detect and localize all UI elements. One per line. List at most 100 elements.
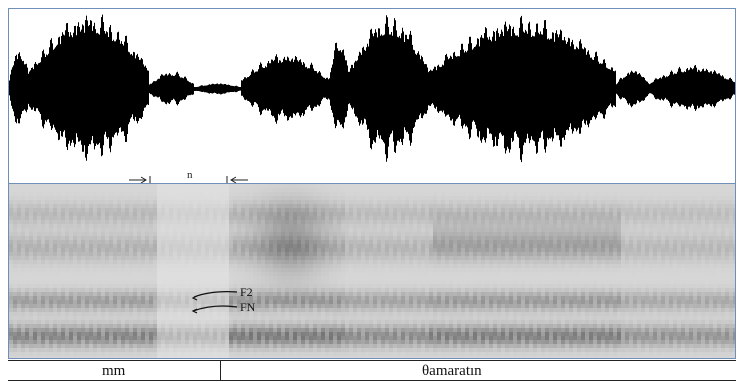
- spectrogram-cell: [341, 204, 346, 209]
- spectrogram-cell: [125, 236, 130, 241]
- spectrogram-cell: [133, 204, 138, 209]
- spectrogram-cell: [337, 292, 342, 297]
- spectrogram-cell: [61, 212, 66, 217]
- spectrogram-cell: [257, 292, 262, 297]
- spectrogram-cell: [293, 216, 298, 221]
- spectrogram-cell: [277, 320, 282, 325]
- spectrogram-cell: [13, 356, 18, 358]
- spectrogram-cell: [109, 200, 114, 205]
- spectrogram-cell: [93, 208, 98, 213]
- spectrogram-cell: [317, 356, 322, 358]
- spectrogram-cell: [137, 328, 142, 333]
- spectrogram-cell: [13, 264, 18, 269]
- spectrogram-cell: [409, 276, 414, 281]
- spectrogram-cell: [329, 272, 334, 277]
- spectrogram-cell: [349, 312, 354, 317]
- spectrogram-cell: [409, 232, 414, 237]
- spectrogram-cell: [325, 256, 330, 261]
- spectrogram-cell: [209, 240, 214, 245]
- spectrogram-cell: [301, 240, 306, 245]
- spectrogram-cell: [37, 336, 42, 341]
- spectrogram-cell: [185, 340, 190, 345]
- spectrogram-cell: [305, 184, 310, 189]
- spectrogram-cell: [265, 220, 270, 225]
- spectrogram-cell: [337, 184, 342, 189]
- spectrogram-cell: [429, 328, 434, 333]
- spectrogram-cell: [321, 272, 326, 277]
- spectrogram-cell: [93, 296, 98, 301]
- spectrogram-cell: [213, 196, 218, 201]
- spectrogram-cell: [301, 308, 306, 313]
- spectrogram-cell: [329, 340, 334, 345]
- spectrogram-cell: [221, 232, 226, 237]
- spectrogram-cell: [249, 284, 254, 289]
- spectrogram-cell: [209, 276, 214, 281]
- spectrogram-cell: [333, 348, 338, 353]
- spectrogram-cell: [249, 336, 254, 341]
- spectrogram-cell: [285, 288, 290, 293]
- spectrogram-cell: [65, 280, 70, 285]
- spectrogram-cell: [449, 208, 454, 213]
- spectrogram-cell: [241, 236, 246, 241]
- spectrogram-cell: [121, 244, 126, 249]
- spectrogram-cell: [9, 336, 14, 341]
- spectrogram-cell: [449, 212, 454, 217]
- spectrogram-cell: [45, 220, 50, 225]
- spectrogram-cell: [189, 228, 194, 233]
- spectrogram-cell: [181, 248, 186, 253]
- spectrogram-cell: [225, 336, 230, 341]
- spectrogram-cell: [61, 204, 66, 209]
- spectrogram-cell: [29, 352, 34, 357]
- spectrogram-cell: [277, 352, 282, 357]
- spectrogram-cell: [329, 184, 334, 189]
- spectrogram-cell: [449, 196, 454, 201]
- spectrogram-cell: [405, 208, 410, 213]
- spectrogram-cell: [397, 220, 402, 225]
- spectrogram-cell: [425, 236, 430, 241]
- spectrogram-cell: [445, 352, 450, 357]
- spectrogram-cell: [205, 192, 210, 197]
- spectrogram-cell: [457, 196, 462, 201]
- spectrogram-cell: [45, 288, 50, 293]
- spectrogram-cell: [57, 344, 62, 349]
- spectrogram-cell: [353, 332, 358, 337]
- spectrogram-cell: [117, 208, 122, 213]
- spectrogram-cell: [281, 276, 286, 281]
- spectrogram-cell: [209, 336, 214, 341]
- spectrogram-cell: [253, 212, 258, 217]
- spectrogram-cell: [305, 264, 310, 269]
- spectrogram-cell: [421, 184, 426, 189]
- spectrogram-cell: [397, 184, 402, 189]
- spectrogram-cell: [169, 296, 174, 301]
- spectrogram-cell: [77, 252, 82, 257]
- spectrogram-cell: [277, 276, 282, 281]
- spectrogram-cell: [345, 184, 350, 189]
- spectrogram-cell: [277, 292, 282, 297]
- spectrogram-cell: [105, 188, 110, 193]
- spectrogram-cell: [13, 208, 18, 213]
- spectrogram-cell: [325, 232, 330, 237]
- spectrogram-cell: [137, 264, 142, 269]
- spectrogram-cell: [453, 316, 458, 321]
- spectrogram-cell: [453, 200, 458, 205]
- spectrogram-cell: [177, 312, 182, 317]
- spectrogram-cell: [281, 344, 286, 349]
- spectrogram-cell: [421, 340, 426, 345]
- spectrogram-cell: [221, 340, 226, 345]
- spectrogram-cell: [177, 228, 182, 233]
- spectrogram-cell: [29, 244, 34, 249]
- spectrogram-cell: [365, 272, 370, 277]
- spectrogram-cell: [93, 260, 98, 265]
- spectrogram-cell: [29, 260, 34, 265]
- spectrogram-cell: [89, 184, 94, 189]
- spectrogram-cell: [345, 256, 350, 261]
- spectrogram-cell: [101, 204, 106, 209]
- spectrogram-cell: [345, 340, 350, 345]
- spectrogram-cell: [161, 264, 166, 269]
- spectrogram-cell: [313, 312, 318, 317]
- spectrogram-cell: [369, 228, 374, 233]
- spectrogram-cell: [177, 244, 182, 249]
- spectrogram-cell: [93, 344, 98, 349]
- spectrogram-cell: [333, 344, 338, 349]
- spectrogram-cell: [261, 192, 266, 197]
